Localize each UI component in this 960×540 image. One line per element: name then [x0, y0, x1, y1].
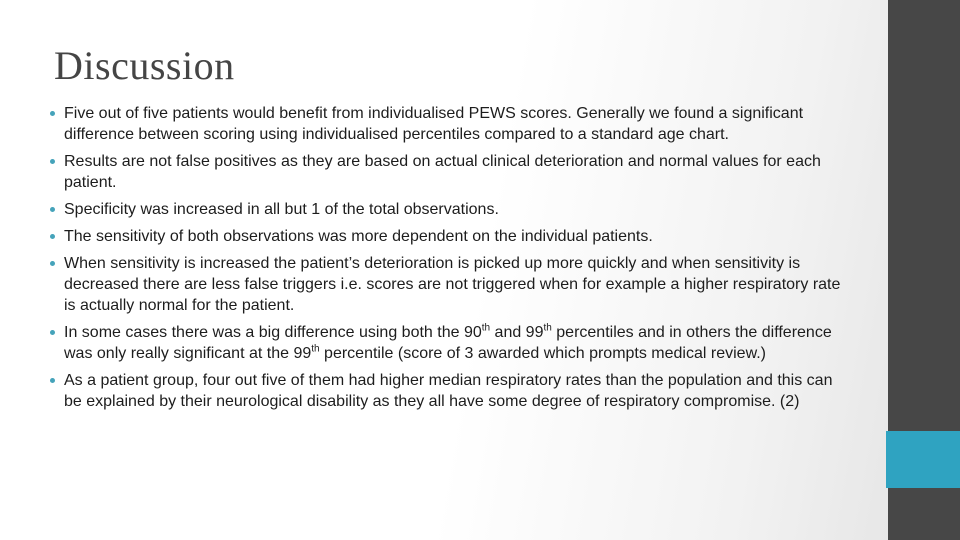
bullet-item: Specificity was increased in all but 1 o…: [50, 199, 862, 220]
bullet-dot-icon: [50, 378, 55, 383]
bullet-item: The sensitivity of both observations was…: [50, 226, 862, 247]
bullet-text: Results are not false positives as they …: [64, 153, 821, 191]
bullet-item: In some cases there was a big difference…: [50, 322, 862, 364]
bullet-text: Five out of five patients would benefit …: [64, 105, 804, 143]
bullet-text: In some cases there was a big difference…: [64, 322, 832, 362]
slide-title: Discussion: [54, 43, 235, 88]
bullet-item: When sensitivity is increased the patien…: [50, 253, 862, 316]
bullet-dot-icon: [50, 234, 55, 239]
bullet-item: Results are not false positives as they …: [50, 151, 862, 193]
bullet-item: Five out of five patients would benefit …: [50, 103, 862, 145]
bullet-text: Specificity was increased in all but 1 o…: [64, 201, 499, 218]
bullet-dot-icon: [50, 261, 55, 266]
bullet-text: The sensitivity of both observations was…: [64, 228, 653, 245]
bullet-item: As a patient group, four out five of the…: [50, 370, 862, 412]
bullet-list: Five out of five patients would benefit …: [50, 103, 862, 418]
bullet-dot-icon: [50, 330, 55, 335]
bullet-dot-icon: [50, 159, 55, 164]
bullet-dot-icon: [50, 207, 55, 212]
bullet-text: As a patient group, four out five of the…: [64, 372, 833, 410]
bullet-dot-icon: [50, 111, 55, 116]
bullet-text: When sensitivity is increased the patien…: [64, 255, 841, 314]
teal-accent-block: [886, 431, 960, 488]
